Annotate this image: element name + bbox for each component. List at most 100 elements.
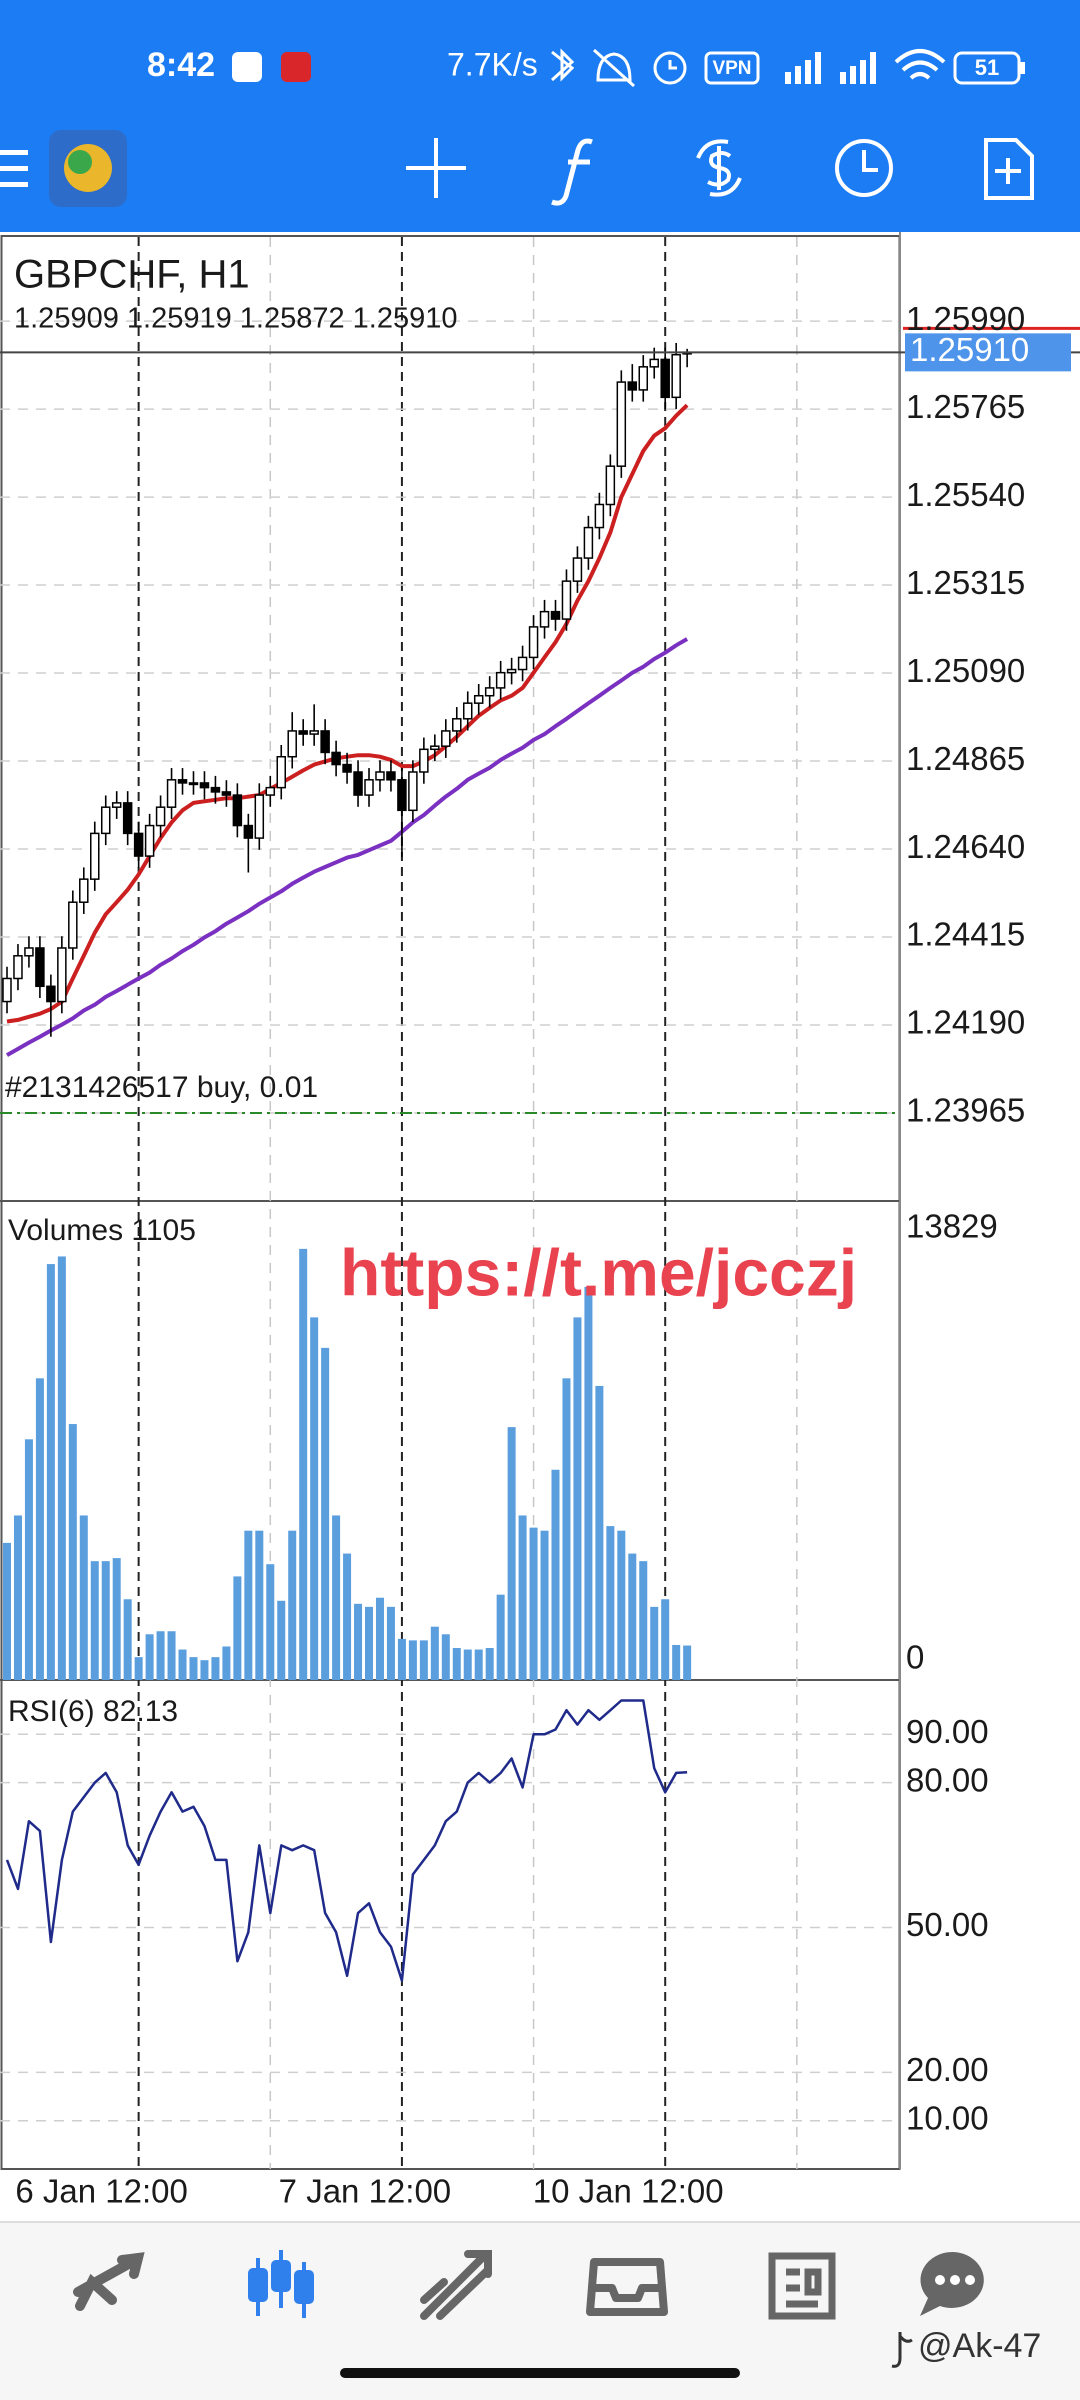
candle-body xyxy=(616,381,627,467)
trade-button[interactable] xyxy=(696,139,742,197)
volume-bar xyxy=(178,1649,187,1680)
volume-bar xyxy=(595,1385,604,1680)
clock-hands xyxy=(862,150,878,172)
vpn-box xyxy=(704,51,760,85)
candle-body xyxy=(177,779,188,784)
price-tick-label: 1.24190 xyxy=(906,1004,1025,1041)
volume-bar xyxy=(101,1561,110,1680)
volume-bar xyxy=(672,1644,681,1680)
home-indicator xyxy=(340,2368,740,2378)
volume-bar xyxy=(683,1645,692,1680)
watermark-url: https://t.me/jcczj xyxy=(340,1235,857,1309)
volume-bar xyxy=(397,1638,406,1680)
candle-body xyxy=(144,824,155,857)
candle-body xyxy=(627,381,638,391)
candle-body xyxy=(462,702,473,720)
volume-bar xyxy=(540,1530,549,1680)
price-tick-label: 1.25990 xyxy=(906,300,1025,337)
volume-bar xyxy=(661,1599,670,1680)
candle-body xyxy=(605,465,616,506)
price-tick-label: 1.25090 xyxy=(906,652,1025,689)
rsi-label: RSI(6) 82.13 xyxy=(8,1695,178,1728)
candle-body xyxy=(2,977,12,1003)
period-button[interactable] xyxy=(835,139,893,197)
candle-body xyxy=(452,718,462,732)
candle-body xyxy=(68,901,78,949)
volume-bar xyxy=(485,1648,494,1680)
clock: 8:42 xyxy=(147,46,215,84)
nav-dot xyxy=(935,2275,945,2285)
volume-bar xyxy=(584,1286,593,1680)
candle-body xyxy=(199,782,210,789)
volume-bar xyxy=(288,1530,297,1680)
volume-bar xyxy=(639,1561,648,1680)
ma-slow-line xyxy=(6,637,689,1057)
candle-body xyxy=(441,730,451,747)
volume-bar xyxy=(46,1264,55,1680)
grid xyxy=(0,232,901,2169)
volume-bar xyxy=(255,1530,264,1680)
battery-tip xyxy=(1020,62,1025,74)
candle-body xyxy=(122,802,133,835)
alarm-hand xyxy=(668,60,677,70)
candle-body xyxy=(276,755,286,789)
candle-body xyxy=(13,955,23,980)
templates-button[interactable] xyxy=(984,138,1034,200)
mute-icon xyxy=(592,48,636,88)
candle-body xyxy=(517,656,528,671)
candle-body xyxy=(484,687,495,697)
candle-body xyxy=(408,771,418,812)
candle-body xyxy=(57,947,67,1003)
volume-bar xyxy=(57,1256,66,1680)
volume-bar xyxy=(650,1606,659,1680)
notification-icon xyxy=(281,52,311,82)
candle-body xyxy=(561,580,572,620)
signal-icons xyxy=(785,52,876,84)
volume-bar xyxy=(24,1439,33,1680)
candle-body xyxy=(506,668,517,674)
nav-history[interactable] xyxy=(586,2258,668,2316)
candle-body xyxy=(221,791,232,796)
volume-bar xyxy=(123,1599,132,1680)
volume-bar xyxy=(430,1626,439,1680)
volume-bar xyxy=(518,1515,527,1680)
nav-messages[interactable] xyxy=(920,2251,984,2316)
nav-quotes[interactable] xyxy=(73,2252,145,2311)
crosshair-button[interactable] xyxy=(406,138,466,198)
candle-body xyxy=(320,730,330,754)
price-tick-label: 1.25315 xyxy=(906,564,1025,601)
nav-news[interactable] xyxy=(768,2252,836,2320)
volume-bar xyxy=(386,1606,395,1680)
network-speed: 7.7K/s xyxy=(447,46,538,82)
volume-bar xyxy=(365,1606,374,1680)
marks xyxy=(0,326,1080,1982)
candle-body xyxy=(188,782,199,786)
menu-button[interactable] xyxy=(0,150,28,187)
candle-body xyxy=(254,794,265,839)
volume-bar xyxy=(628,1553,637,1680)
candle-body xyxy=(649,358,659,368)
volume-bar xyxy=(112,1558,121,1680)
notification-icon xyxy=(232,52,262,82)
candle-body xyxy=(210,786,221,793)
candle-body xyxy=(133,832,144,857)
candle-body xyxy=(364,779,374,796)
volume-bar xyxy=(463,1649,472,1680)
nav-trade[interactable] xyxy=(420,2250,492,2320)
candle-body xyxy=(638,366,649,391)
candle-body xyxy=(265,786,276,796)
candle-body xyxy=(24,947,34,957)
candle-body xyxy=(331,751,341,766)
nav-chart[interactable] xyxy=(248,2250,314,2318)
indicators-button[interactable] xyxy=(551,138,593,206)
volume-tick-label: 13829 xyxy=(906,1208,998,1245)
candle-body xyxy=(528,626,539,659)
volume-bar xyxy=(507,1427,516,1680)
candle-body xyxy=(232,794,243,827)
order-label: #2131426517 buy, 0.01 xyxy=(5,1071,318,1104)
candle-body xyxy=(342,763,352,773)
nav-dot xyxy=(965,2275,975,2285)
wifi-icon xyxy=(894,49,946,80)
volume-bar xyxy=(310,1317,319,1680)
